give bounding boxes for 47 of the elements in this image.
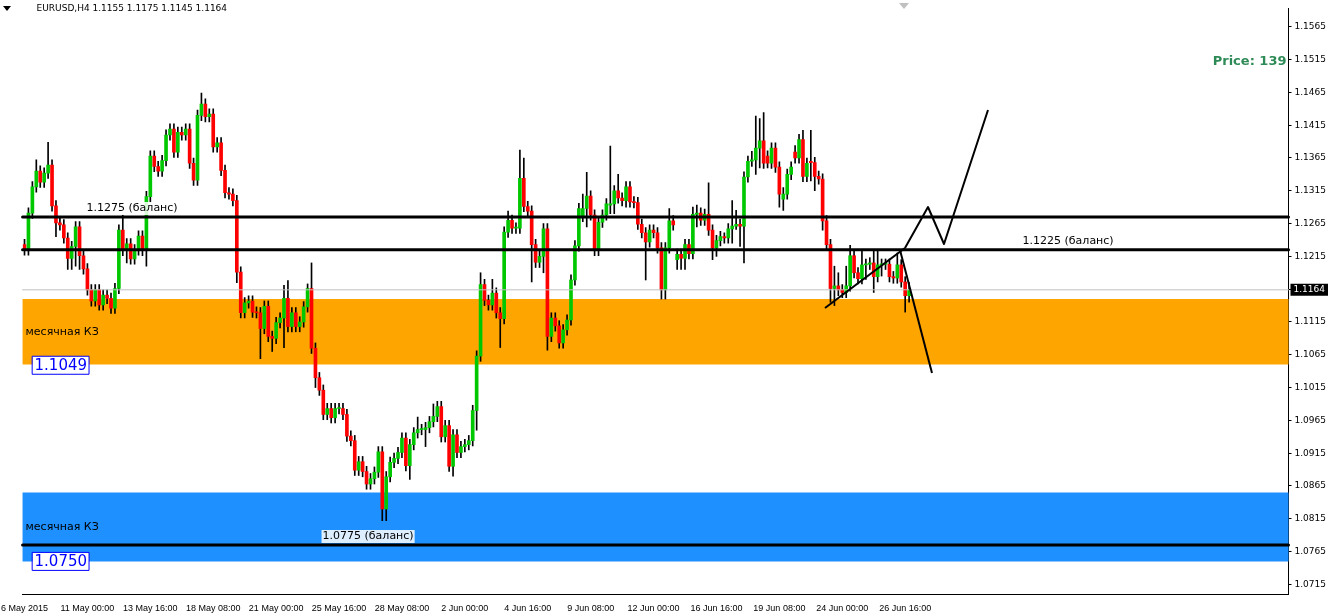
y-tick-label: 1.1465 <box>1294 86 1327 97</box>
y-tick-label: 1.1315 <box>1294 185 1327 196</box>
candlestick <box>179 126 184 141</box>
y-tick-label: 1.0915 <box>1294 447 1327 458</box>
candlestick <box>753 115 758 175</box>
x-tick-label: 19 Jun 08:00 <box>753 603 806 614</box>
y-tick-label: 1.0865 <box>1294 480 1327 491</box>
candlestick <box>616 174 621 204</box>
chart-title: EURUSD,H4 1.1155 1.1175 1.1145 1.1164 <box>36 3 228 14</box>
annotation: Price: 139 <box>1212 53 1287 69</box>
x-tick-label: 6 May 2015 <box>1 603 49 614</box>
y-tick-label: 1.1015 <box>1294 381 1327 392</box>
y-tick-label: 1.0765 <box>1294 545 1327 556</box>
x-tick-label: 26 Jun 16:00 <box>879 603 932 614</box>
y-tick-label: 1.1515 <box>1294 53 1327 64</box>
ref-line-label: 1.1275 (баланс) <box>86 201 178 215</box>
y-tick-label: 1.1565 <box>1294 21 1327 32</box>
x-tick-label: 11 May 00:00 <box>60 603 115 614</box>
x-tick-label: 18 May 08:00 <box>185 603 241 614</box>
x-tick-label: 24 Jun 00:00 <box>816 603 869 614</box>
y-tick-label: 1.1415 <box>1294 119 1327 130</box>
ref-line-label: 1.1225 (баланс) <box>1022 234 1114 248</box>
x-tick-label: 28 May 08:00 <box>374 603 430 614</box>
annotation: 1.1049 <box>34 356 88 375</box>
candlestick <box>207 108 212 123</box>
candlestick <box>608 145 613 215</box>
y-tick-label: 1.0965 <box>1294 414 1327 425</box>
ref-line-label: 1.1164 <box>1293 284 1326 295</box>
band-label: месячная КЗ <box>25 324 99 338</box>
y-tick-label: 1.1065 <box>1294 349 1327 360</box>
y-tick-label: 1.0715 <box>1294 578 1327 589</box>
x-tick-label: 16 Jun 16:00 <box>690 603 743 614</box>
x-tick-label: 13 May 16:00 <box>123 603 178 614</box>
ref-line-label: 1.0775 (баланс) <box>322 529 414 543</box>
x-tick-label: 21 May 00:00 <box>248 603 304 614</box>
y-tick-label: 1.1265 <box>1294 217 1327 228</box>
annotation: 1.0750 <box>34 552 88 571</box>
x-tick-label: 9 Jun 08:00 <box>567 603 615 614</box>
y-tick-label: 1.1215 <box>1294 250 1327 261</box>
y-tick-label: 1.0815 <box>1294 513 1327 524</box>
x-tick-label: 12 Jun 00:00 <box>627 603 680 614</box>
x-tick-label: 4 Jun 16:00 <box>504 603 552 614</box>
y-tick-label: 1.1115 <box>1294 316 1327 327</box>
band-label: месячная КЗ <box>25 519 99 533</box>
x-tick-label: 2 Jun 00:00 <box>441 603 489 614</box>
y-tick-label: 1.1365 <box>1294 152 1327 163</box>
x-tick-label: 25 May 16:00 <box>311 603 367 614</box>
